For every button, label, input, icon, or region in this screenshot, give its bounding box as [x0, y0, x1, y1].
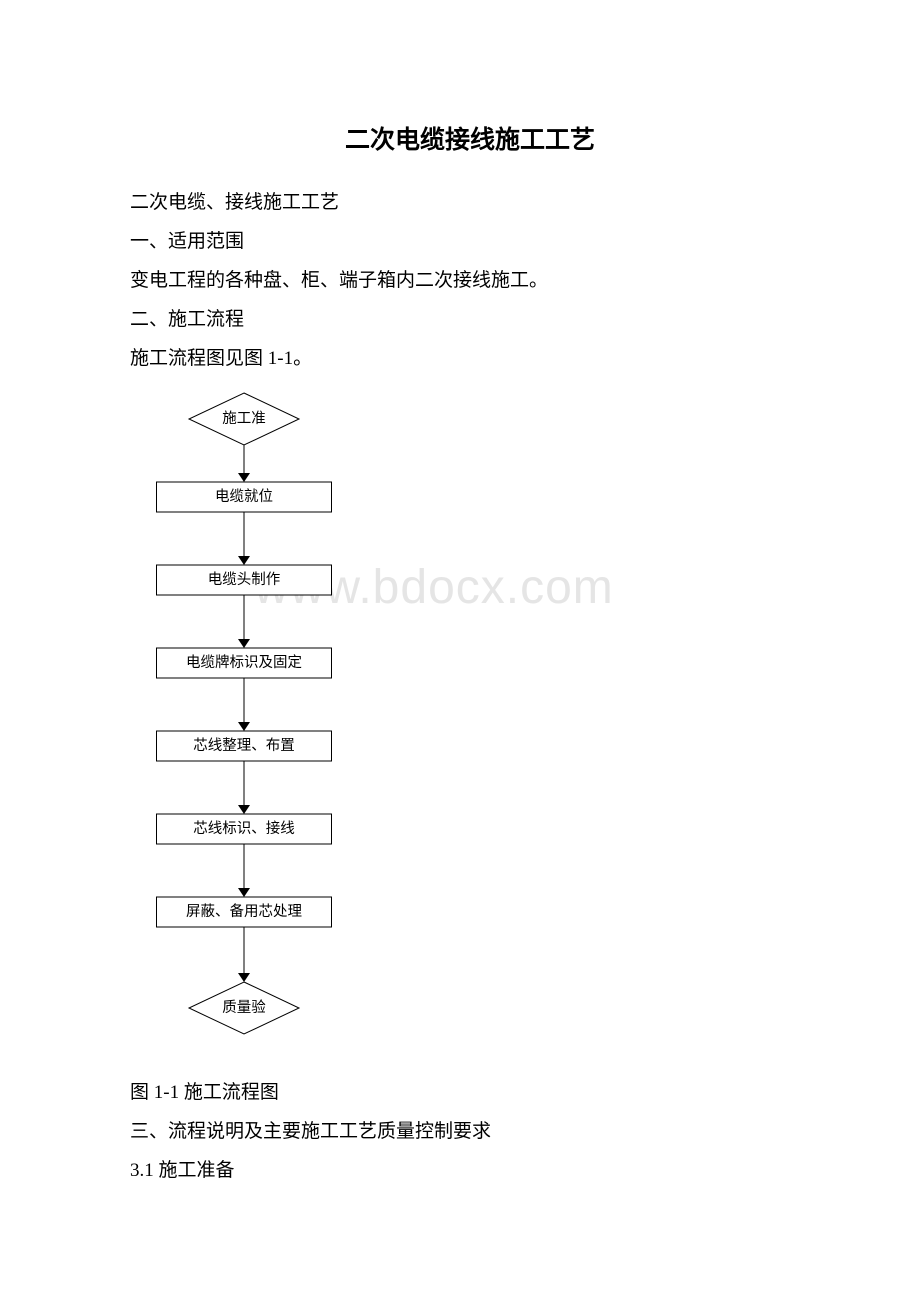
svg-text:电缆头制作: 电缆头制作 [208, 571, 281, 588]
svg-text:芯线标识、接线: 芯线标识、接线 [193, 820, 295, 837]
paragraph-7: 三、流程说明及主要施工工艺质量控制要求 [130, 1113, 810, 1152]
process-flowchart: 施工准电缆就位电缆头制作电缆牌标识及固定芯线整理、布置芯线标识、接线屏蔽、备用芯… [130, 391, 810, 1046]
paragraph-8: 3.1 施工准备 [130, 1152, 810, 1191]
svg-text:屏蔽、备用芯处理: 屏蔽、备用芯处理 [186, 903, 302, 920]
paragraph-3: 变电工程的各种盘、柜、端子箱内二次接线施工。 [130, 262, 810, 301]
document-title: 二次电缆接线施工工艺 [130, 120, 810, 156]
paragraph-2: 一、适用范围 [130, 223, 810, 262]
paragraph-1: 二次电缆、接线施工工艺 [130, 184, 810, 223]
svg-text:质量验: 质量验 [222, 999, 266, 1016]
paragraph-4: 二、施工流程 [130, 301, 810, 340]
svg-text:电缆牌标识及固定: 电缆牌标识及固定 [186, 654, 302, 671]
paragraph-5: 施工流程图见图 1-1。 [130, 340, 810, 379]
svg-text:芯线整理、布置: 芯线整理、布置 [193, 737, 295, 754]
paragraph-6: 图 1-1 施工流程图 [130, 1074, 810, 1113]
svg-text:施工准: 施工准 [222, 410, 266, 427]
svg-text:电缆就位: 电缆就位 [215, 488, 273, 505]
